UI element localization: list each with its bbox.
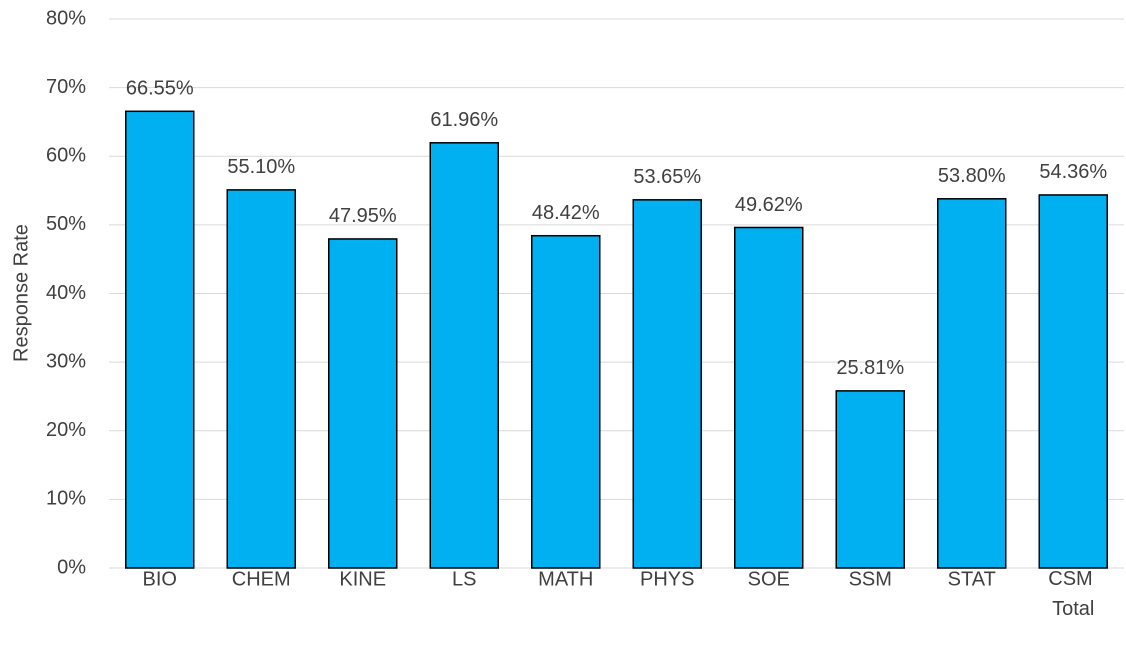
y-axis-label: Response Rate xyxy=(10,224,32,362)
bar xyxy=(835,390,906,569)
x-tick-label: CSM Total xyxy=(1048,568,1098,620)
data-label: 25.81% xyxy=(836,357,904,379)
y-tick-label: 70% xyxy=(46,76,86,98)
bar xyxy=(429,142,500,569)
data-label: 53.65% xyxy=(633,166,701,188)
y-tick-label: 30% xyxy=(46,350,86,372)
data-label: 55.10% xyxy=(227,156,295,178)
y-tick-label: 0% xyxy=(57,556,86,578)
bar xyxy=(124,110,195,569)
y-tick-label: 40% xyxy=(46,282,86,304)
data-label: 54.36% xyxy=(1039,161,1107,183)
y-tick-label: 60% xyxy=(46,145,86,167)
x-tick-label: BIO xyxy=(143,568,177,590)
bar xyxy=(936,198,1007,569)
x-tick-label: PHYS xyxy=(640,568,694,590)
data-label: 53.80% xyxy=(938,165,1006,187)
x-tick-label: SOE xyxy=(748,568,790,590)
data-label: 66.55% xyxy=(126,78,194,100)
y-tick-label: 20% xyxy=(46,419,86,441)
x-tick-label: SSM xyxy=(849,568,892,590)
bar xyxy=(733,226,804,569)
x-tick-label: LS xyxy=(452,568,476,590)
data-label: 49.62% xyxy=(735,194,803,216)
x-tick-label: CHEM xyxy=(232,568,291,590)
y-tick-label: 10% xyxy=(46,488,86,510)
bar xyxy=(226,189,297,569)
y-tick-label: 50% xyxy=(46,213,86,235)
x-tick-label: MATH xyxy=(538,568,593,590)
bar xyxy=(530,234,601,569)
data-label: 48.42% xyxy=(532,202,600,224)
bar xyxy=(327,238,398,569)
x-tick-label: STAT xyxy=(948,568,996,590)
data-label: 47.95% xyxy=(329,205,397,227)
data-label: 61.96% xyxy=(430,109,498,131)
x-tick-label: KINE xyxy=(339,568,386,590)
bar xyxy=(1038,194,1109,569)
y-tick-label: 80% xyxy=(46,7,86,29)
bar xyxy=(632,199,703,569)
